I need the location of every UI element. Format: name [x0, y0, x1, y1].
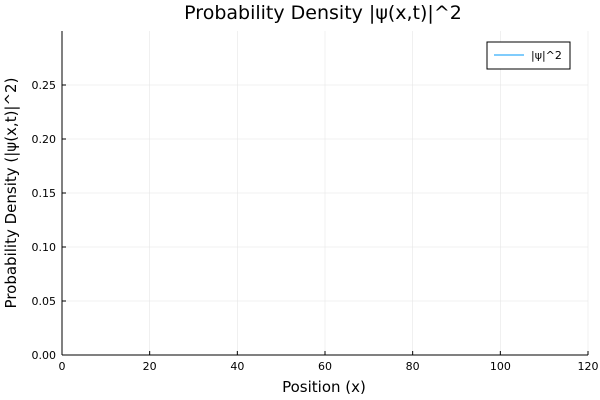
y-tick-label: 0.20 — [32, 133, 57, 146]
x-tick-label: 80 — [406, 360, 420, 373]
y-tick-label: 0.25 — [32, 79, 57, 92]
x-tick-label: 120 — [578, 360, 599, 373]
x-axis-title: Position (x) — [282, 378, 366, 396]
legend-series-label: |ψ|^2 — [531, 49, 562, 62]
y-tick-label: 0.00 — [32, 349, 57, 362]
y-ticks: 0.00 0.05 0.10 0.15 0.20 0.25 — [32, 79, 66, 362]
x-tick-label: 60 — [318, 360, 332, 373]
x-tick-label: 40 — [230, 360, 244, 373]
x-tick-label: 0 — [59, 360, 66, 373]
y-axis-title: Probability Density (|ψ(x,t)|^2) — [2, 78, 20, 309]
x-tick-label: 100 — [490, 360, 511, 373]
y-tick-label: 0.05 — [32, 295, 57, 308]
chart-title: Probability Density |ψ(x,t)|^2 — [184, 2, 462, 24]
x-ticks: 0 20 40 60 80 100 120 — [59, 351, 599, 373]
y-tick-label: 0.10 — [32, 241, 57, 254]
x-tick-label: 20 — [143, 360, 157, 373]
legend: |ψ|^2 — [486, 41, 571, 70]
y-tick-label: 0.15 — [32, 187, 57, 200]
